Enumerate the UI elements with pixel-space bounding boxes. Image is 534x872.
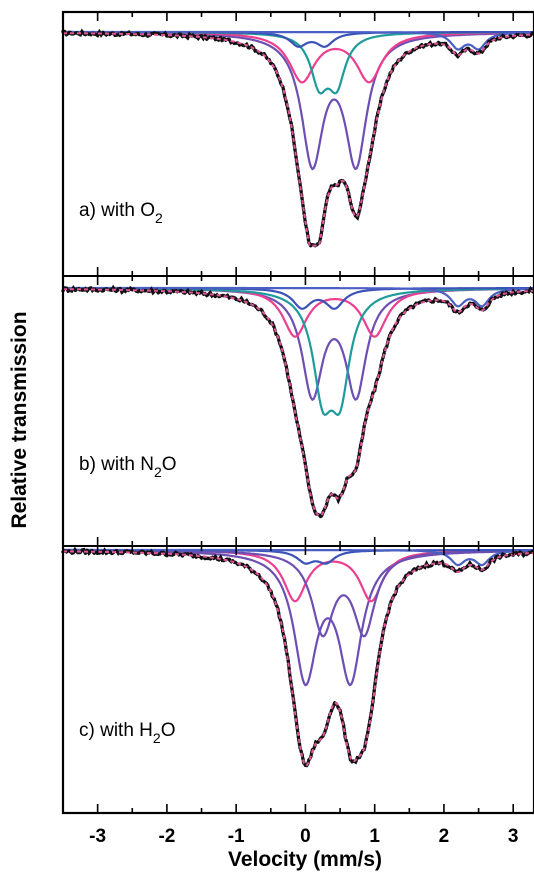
panel-label-c-suffix: O bbox=[161, 720, 176, 741]
panel-1-component-3 bbox=[63, 287, 534, 310]
plot-frame bbox=[61, 10, 534, 815]
panel-0-fit-envelope bbox=[62, 32, 534, 247]
x-tick-label: -2 bbox=[158, 826, 175, 847]
x-tick-label: -3 bbox=[89, 826, 106, 847]
panel-0-component-4 bbox=[63, 30, 534, 51]
panel-1-component-0 bbox=[62, 287, 534, 402]
tick-layer bbox=[62, 12, 515, 813]
panel-label-b-sub: 2 bbox=[154, 464, 162, 480]
panel-2-fit-envelope bbox=[63, 550, 534, 767]
panel-label-a: a) with O2 bbox=[79, 200, 163, 226]
panel-0-component-2 bbox=[63, 30, 534, 95]
x-tick-label: 0 bbox=[300, 826, 311, 847]
panel-1-fit-envelope bbox=[63, 288, 534, 517]
panel-label-b: b) with N2O bbox=[79, 454, 177, 480]
panel-label-b-suffix: O bbox=[162, 454, 177, 475]
y-axis-title: Relative transmission bbox=[8, 311, 31, 528]
panel-0-component-0 bbox=[63, 31, 534, 171]
panel-label-c: c) with H2O bbox=[79, 720, 175, 746]
panel-1-component-4 bbox=[63, 286, 534, 308]
x-tick-label: 1 bbox=[369, 826, 380, 847]
panel-2-data-points bbox=[61, 546, 534, 768]
x-tick-label: -1 bbox=[228, 826, 245, 847]
x-axis-title: Velocity (mm/s) bbox=[228, 848, 382, 871]
panel-label-c-main: c) with H bbox=[79, 720, 153, 741]
plot-layer bbox=[61, 28, 534, 768]
panel-0-component-1 bbox=[63, 31, 534, 84]
panel-label-c-sub: 2 bbox=[153, 730, 161, 746]
x-tick-label: 2 bbox=[439, 826, 450, 847]
x-tick-label: 3 bbox=[508, 826, 519, 847]
panel-label-a-sub: 2 bbox=[155, 210, 163, 226]
panel-label-b-main: b) with N bbox=[79, 454, 154, 475]
panel-1-data-points bbox=[61, 284, 534, 521]
panel-label-a-main: a) with O bbox=[79, 200, 155, 221]
x-tick-labels: -3 -2 -1 0 1 2 3 bbox=[89, 826, 518, 847]
